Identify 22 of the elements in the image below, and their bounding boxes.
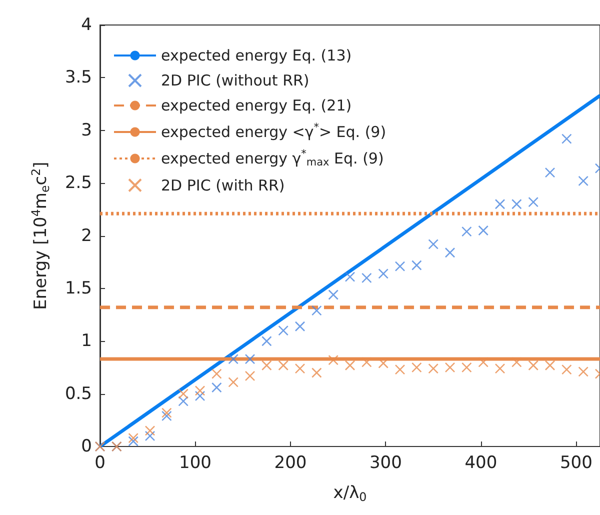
x-tick-label: 400 [464, 453, 498, 473]
legend-label: expected energy Eq. (21) [161, 96, 352, 114]
x-tick-label: 500 [560, 453, 592, 473]
y-tick-label: 1.5 [64, 278, 92, 298]
legend-label: 2D PIC (without RR) [161, 72, 310, 90]
y-tick-label: 0.5 [64, 384, 92, 404]
y-tick-label: 4 [81, 15, 92, 35]
legend-label: expected energy γ*max Eq. (9) [161, 148, 384, 168]
y-tick-label: 1 [81, 331, 92, 352]
y-tick-label: 3 [81, 120, 92, 140]
x-tick-label: 300 [369, 453, 402, 473]
y-tick-label: 2 [81, 226, 92, 246]
x-tick-label: 0 [94, 453, 106, 473]
y-tick-label: 2.5 [64, 173, 92, 194]
y-axis-title: Energy [104mec2] [28, 162, 52, 310]
legend-label: 2D PIC (with RR) [161, 176, 285, 194]
y-tick-label: 3.5 [64, 68, 92, 88]
y-tick-label: 0 [81, 436, 92, 456]
legend-label: expected energy Eq. (13) [161, 46, 352, 64]
x-tick-label: 100 [179, 453, 212, 473]
legend-label: expected energy <γ*> Eq. (9) [161, 122, 386, 141]
x-tick-label: 200 [274, 453, 307, 473]
